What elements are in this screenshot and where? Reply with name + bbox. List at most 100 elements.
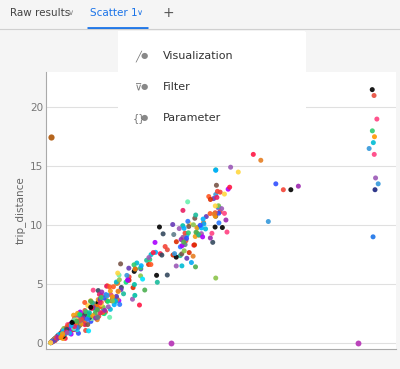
Point [73,325,80,331]
Point [81,310,88,316]
Point [48,339,55,345]
Point [51,337,57,343]
Point [98,294,104,300]
Point [102,309,109,315]
Point [48,339,55,345]
Point [114,280,120,286]
Point [235,169,242,175]
Point [51,336,58,342]
Point [60,329,66,335]
Point [366,145,372,151]
Point [58,331,65,337]
Point [48,339,54,345]
Point [371,93,377,99]
Point [101,311,107,317]
Point [118,261,124,267]
Point [53,335,60,341]
Point [170,252,176,258]
Point [71,325,78,331]
Point [120,291,127,297]
Text: ∨: ∨ [68,8,74,17]
Point [76,310,82,316]
Point [60,331,66,337]
Point [109,298,116,304]
Point [61,332,67,338]
Point [63,327,69,332]
Point [60,332,66,338]
Point [72,320,79,326]
Point [258,157,264,163]
Point [212,168,219,173]
Point [61,328,67,334]
Point [53,336,59,342]
Point [68,321,74,327]
Point [112,297,118,303]
Point [53,335,60,341]
Point [64,324,70,330]
Point [114,270,121,276]
Point [92,307,98,313]
Point [190,253,196,259]
Point [49,338,56,344]
Point [49,338,56,344]
Point [95,300,101,306]
Point [81,321,87,327]
Point [51,337,58,342]
Point [280,187,286,193]
Point [168,340,174,346]
Point [154,279,160,285]
Point [109,297,116,303]
Text: +: + [162,6,174,20]
Point [78,317,85,323]
Point [74,325,81,331]
Point [90,300,96,306]
Point [104,283,110,289]
Point [116,277,122,283]
Point [54,334,60,340]
Point [59,329,66,335]
Point [200,220,207,225]
Point [71,323,77,329]
Point [64,330,70,336]
Point [212,275,219,281]
Point [60,331,66,337]
Point [109,295,116,301]
Point [223,217,229,223]
Point [91,305,97,311]
Point [68,321,74,327]
Point [114,296,120,302]
Point [50,338,56,344]
Point [217,189,223,195]
Point [98,293,104,299]
Point [180,235,187,241]
Point [212,192,219,197]
Point [186,221,192,227]
Point [98,300,104,306]
Point [61,326,68,332]
Point [101,295,108,301]
Point [58,331,64,337]
Point [71,327,77,332]
Point [65,330,71,336]
Point [153,272,160,278]
Point [77,311,83,317]
Point [88,304,95,310]
Point [68,322,74,328]
Point [76,323,83,328]
Point [210,196,217,201]
Point [65,327,71,332]
Point [211,211,217,217]
Point [60,328,66,334]
Point [82,300,88,306]
Point [94,302,100,308]
Point [191,242,197,248]
Point [53,336,59,342]
Point [48,339,54,345]
Point [65,323,72,329]
Point [156,224,163,230]
Point [87,314,93,320]
Point [54,335,60,341]
Point [48,339,54,345]
Point [50,337,56,343]
Point [48,340,54,346]
